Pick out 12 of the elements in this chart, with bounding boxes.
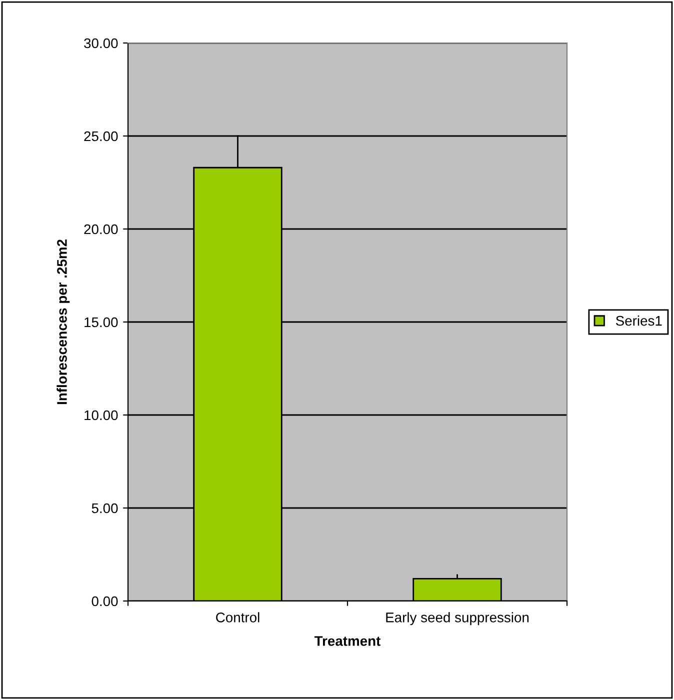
y-tick-label: 5.00 [92,503,118,514]
y-tick-label: 25.00 [84,131,118,142]
y-tick-label: 30.00 [84,38,118,48]
y-tick-label: 15.00 [84,317,118,328]
x-axis-title: Treatment [314,636,381,646]
legend-label: Series1 [616,316,662,326]
y-axis-title: Inflorescences per .25m2 [56,240,70,404]
y-tick-label: 20.00 [84,224,118,234]
x-tick-label: Control [216,612,260,622]
x-tick-label: Early seed suppression [386,612,529,626]
y-tick-label: 0.00 [92,596,118,606]
y-tick-label: 10.00 [84,410,118,420]
